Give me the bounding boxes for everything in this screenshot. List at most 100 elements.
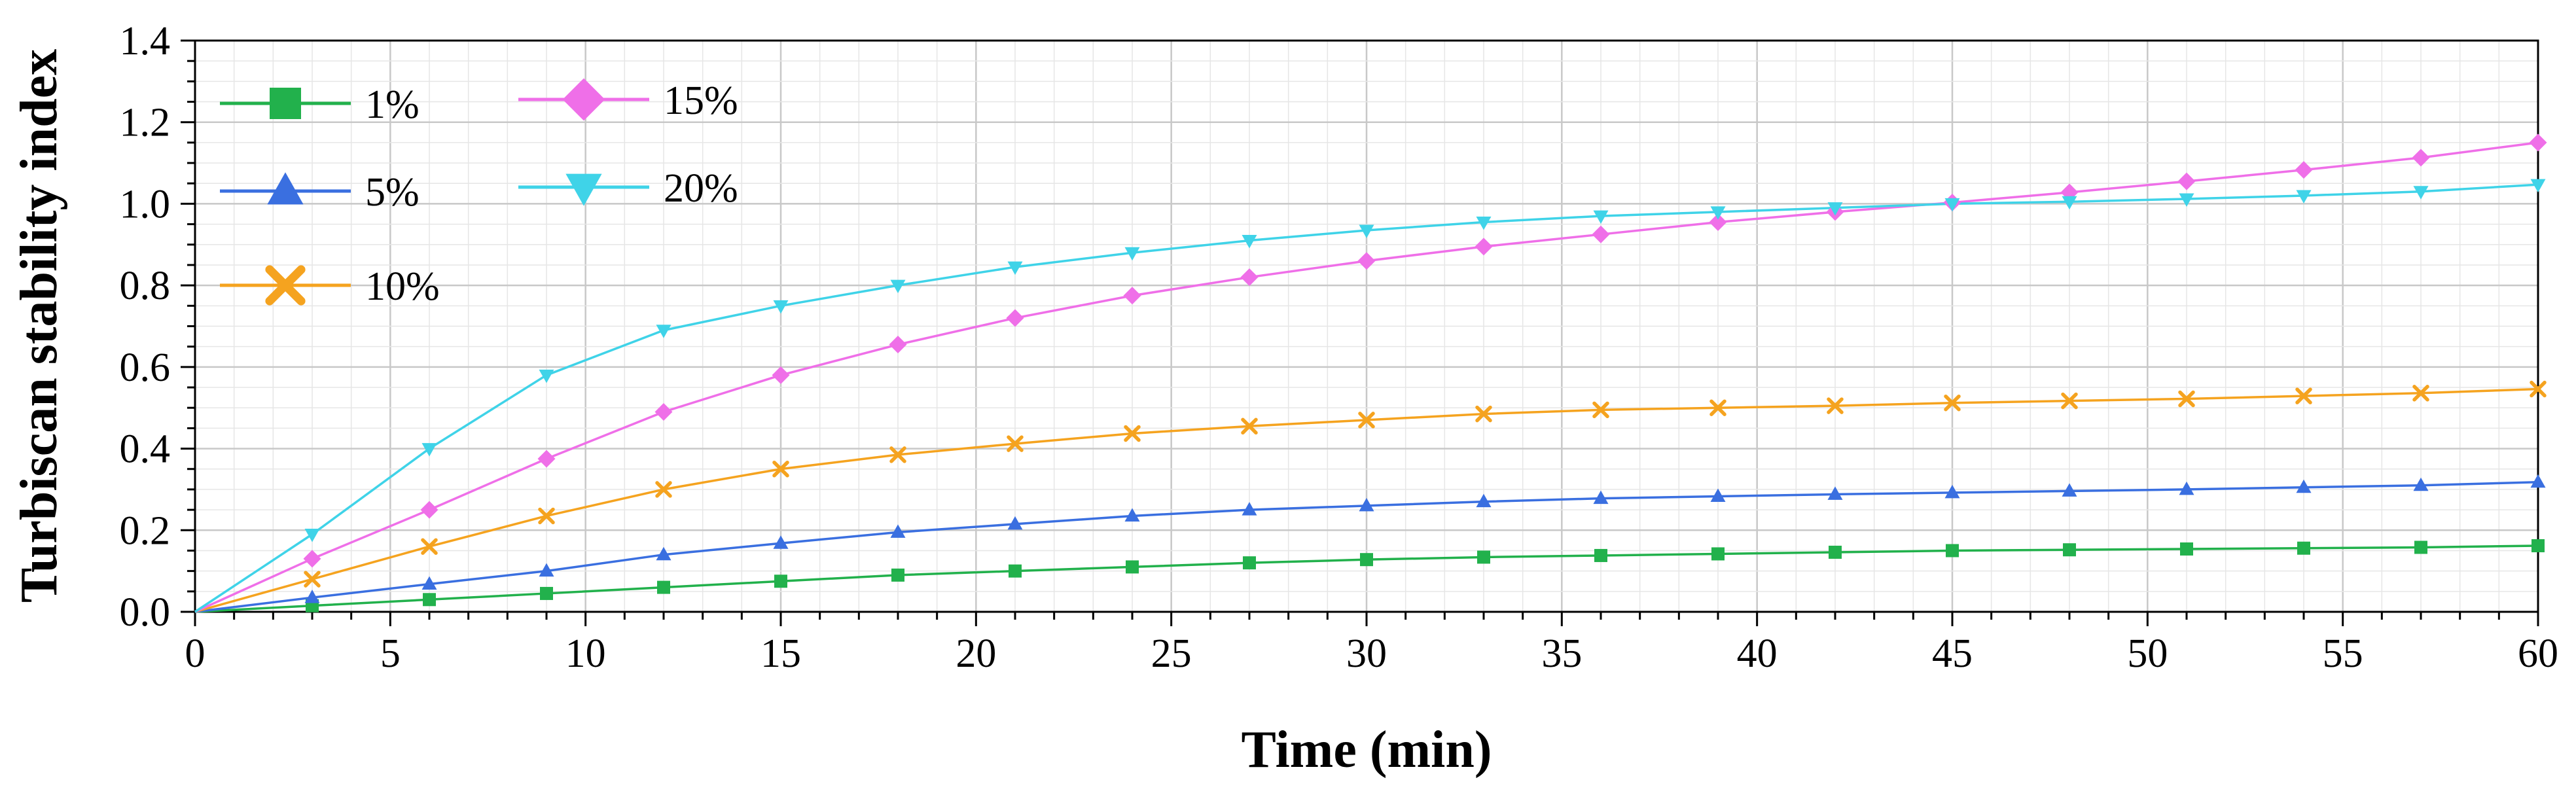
data-point-15pct <box>2295 161 2313 179</box>
y-tick-label: 0.8 <box>120 264 171 308</box>
y-tick-label: 1.4 <box>120 19 171 63</box>
data-point-5pct <box>1476 493 1492 508</box>
x-tick-label: 60 <box>2518 631 2558 676</box>
data-point-10pct <box>2061 392 2078 410</box>
data-point-5pct <box>539 563 554 577</box>
data-point-15pct <box>537 450 556 468</box>
legend-marker-1pct <box>270 88 301 119</box>
data-point-10pct <box>1358 412 1375 429</box>
series-markers <box>303 133 2547 612</box>
y-tick-label: 0.2 <box>120 508 171 553</box>
legend-marker-5pct <box>267 172 304 205</box>
data-point-5pct <box>2530 474 2546 488</box>
data-point-1pct <box>891 568 904 582</box>
x-tick-label: 30 <box>1346 631 1387 676</box>
y-tick-label: 0.6 <box>120 345 171 390</box>
data-point-20pct <box>1710 206 1726 220</box>
data-point-1pct <box>1711 547 1725 561</box>
data-point-20pct <box>1593 210 1609 224</box>
data-point-5pct <box>1007 516 1023 530</box>
x-tick-label: 40 <box>1737 631 1778 676</box>
x-tick-label: 25 <box>1151 631 1192 676</box>
data-point-15pct <box>889 336 907 354</box>
data-point-1pct <box>423 593 436 607</box>
data-point-1pct <box>1243 556 1256 570</box>
data-point-20pct <box>1476 216 1492 230</box>
data-point-1pct <box>1126 560 1139 574</box>
data-point-20pct <box>2179 193 2194 207</box>
data-point-15pct <box>2177 172 2196 190</box>
y-tick-label: 1.0 <box>120 182 171 226</box>
data-point-10pct <box>1241 417 1258 435</box>
data-point-1pct <box>1360 553 1373 567</box>
data-point-10pct <box>1007 435 1024 452</box>
data-point-5pct <box>2062 483 2077 497</box>
legend-label-10pct: 10% <box>365 264 440 309</box>
data-point-1pct <box>2063 543 2076 557</box>
data-point-5pct <box>304 590 320 603</box>
data-point-1pct <box>1594 548 1607 562</box>
data-point-20pct <box>1359 224 1374 238</box>
data-point-20pct <box>1944 198 1960 212</box>
data-point-5pct <box>2179 481 2194 495</box>
data-point-5pct <box>1359 497 1374 512</box>
grid <box>194 39 2539 613</box>
data-point-15pct <box>303 550 321 568</box>
data-point-10pct <box>1124 425 1141 442</box>
data-point-5pct <box>773 535 789 549</box>
data-point-20pct <box>2413 186 2429 200</box>
legend: 1% 5% 10% 15% 20% <box>220 78 738 309</box>
data-point-20pct <box>2530 179 2546 193</box>
data-point-10pct <box>1592 401 1609 419</box>
legend-label-15pct: 15% <box>664 79 738 123</box>
data-point-10pct <box>538 507 555 525</box>
data-point-1pct <box>1477 550 1490 564</box>
y-tick-label: 1.2 <box>120 101 171 145</box>
y-tick-label: 0.0 <box>120 590 171 635</box>
data-point-10pct <box>1944 394 1961 412</box>
data-point-5pct <box>1242 502 1257 516</box>
data-point-1pct <box>657 580 670 594</box>
data-point-15pct <box>2412 149 2430 167</box>
data-point-20pct <box>304 529 320 542</box>
data-point-5pct <box>1593 490 1609 505</box>
data-point-10pct <box>2178 390 2195 408</box>
data-point-20pct <box>656 325 671 338</box>
x-tick-label: 10 <box>565 631 606 676</box>
data-point-15pct <box>1123 287 1141 305</box>
data-point-1pct <box>1946 544 1959 558</box>
data-point-10pct <box>2295 387 2312 404</box>
data-point-10pct <box>772 461 789 478</box>
legend-label-20pct: 20% <box>664 166 738 211</box>
data-point-20pct <box>2296 190 2312 204</box>
data-point-20pct <box>890 279 906 294</box>
data-point-5pct <box>656 546 671 561</box>
data-point-15pct <box>2529 133 2547 152</box>
x-axis-title: Time (min) <box>1242 721 1492 779</box>
data-point-15pct <box>1240 268 1259 287</box>
data-point-10pct <box>421 538 438 555</box>
legend-label-5pct: 5% <box>365 170 420 215</box>
data-point-5pct <box>2413 477 2429 491</box>
x-tick-label: 45 <box>1932 631 1973 676</box>
data-point-1pct <box>2414 540 2427 554</box>
data-point-15pct <box>420 501 438 519</box>
x-tick-label: 35 <box>1541 631 1582 676</box>
data-point-5pct <box>890 524 906 538</box>
legend-marker-10pct <box>265 265 306 306</box>
y-tick-label: 0.4 <box>120 427 171 472</box>
data-point-10pct <box>1709 399 1726 416</box>
data-point-5pct <box>2296 479 2312 493</box>
data-point-10pct <box>2530 380 2547 398</box>
data-point-1pct <box>2180 542 2193 556</box>
data-point-10pct <box>655 481 672 498</box>
data-point-15pct <box>1709 213 1727 231</box>
data-point-5pct <box>421 576 437 590</box>
x-axis: 0 5 10 15 20 25 30 35 40 45 50 55 60 <box>185 612 2558 676</box>
legend-label-1pct: 1% <box>365 82 420 127</box>
y-axis: 0.0 0.2 0.4 0.6 0.8 1.0 1.2 1.4 <box>120 19 195 635</box>
data-point-15pct <box>654 402 673 421</box>
y-axis-title: Turbiscan stability index <box>10 49 68 603</box>
data-point-20pct <box>539 369 554 383</box>
